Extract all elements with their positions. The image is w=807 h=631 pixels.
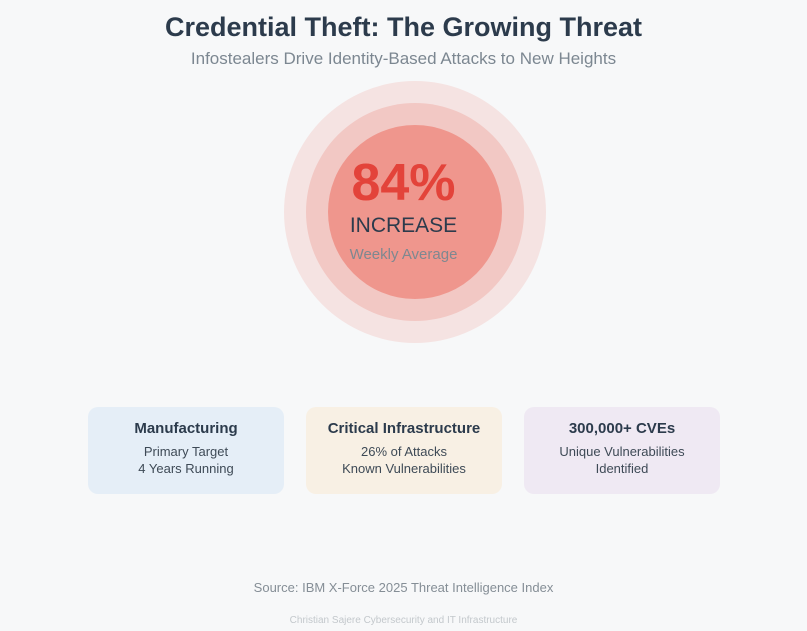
stat-card-cves: 300,000+ CVEs Unique Vulnerabilities Ide…: [524, 407, 720, 494]
card-line: 4 Years Running: [138, 461, 234, 476]
highlight-label: INCREASE: [349, 214, 458, 237]
card-line: 26% of Attacks: [361, 444, 447, 459]
card-title: Critical Infrastructure: [327, 420, 481, 437]
highlight-ring-inner: [328, 125, 502, 299]
source-note: Source: IBM X-Force 2025 Threat Intellig…: [253, 580, 554, 595]
highlight-value: 84%: [351, 154, 456, 212]
stat-card-critical-infrastructure: Critical Infrastructure 26% of Attacks K…: [306, 407, 502, 494]
credit-note: Christian Sajere Cybersecurity and IT In…: [289, 615, 518, 626]
page-subtitle: Infostealers Drive Identity-Based Attack…: [190, 49, 617, 68]
card-line: Identified: [595, 461, 649, 476]
stat-card-manufacturing: Manufacturing Primary Target 4 Years Run…: [88, 407, 284, 494]
page-title: Credential Theft: The Growing Threat: [164, 12, 643, 42]
highlight-sublabel: Weekly Average: [349, 246, 458, 263]
card-line: Unique Vulnerabilities: [559, 444, 685, 459]
card-line: Known Vulnerabilities: [342, 461, 466, 476]
card-title: Manufacturing: [134, 420, 238, 437]
card-title: 300,000+ CVEs: [568, 420, 676, 437]
card-line: Primary Target: [143, 444, 229, 459]
